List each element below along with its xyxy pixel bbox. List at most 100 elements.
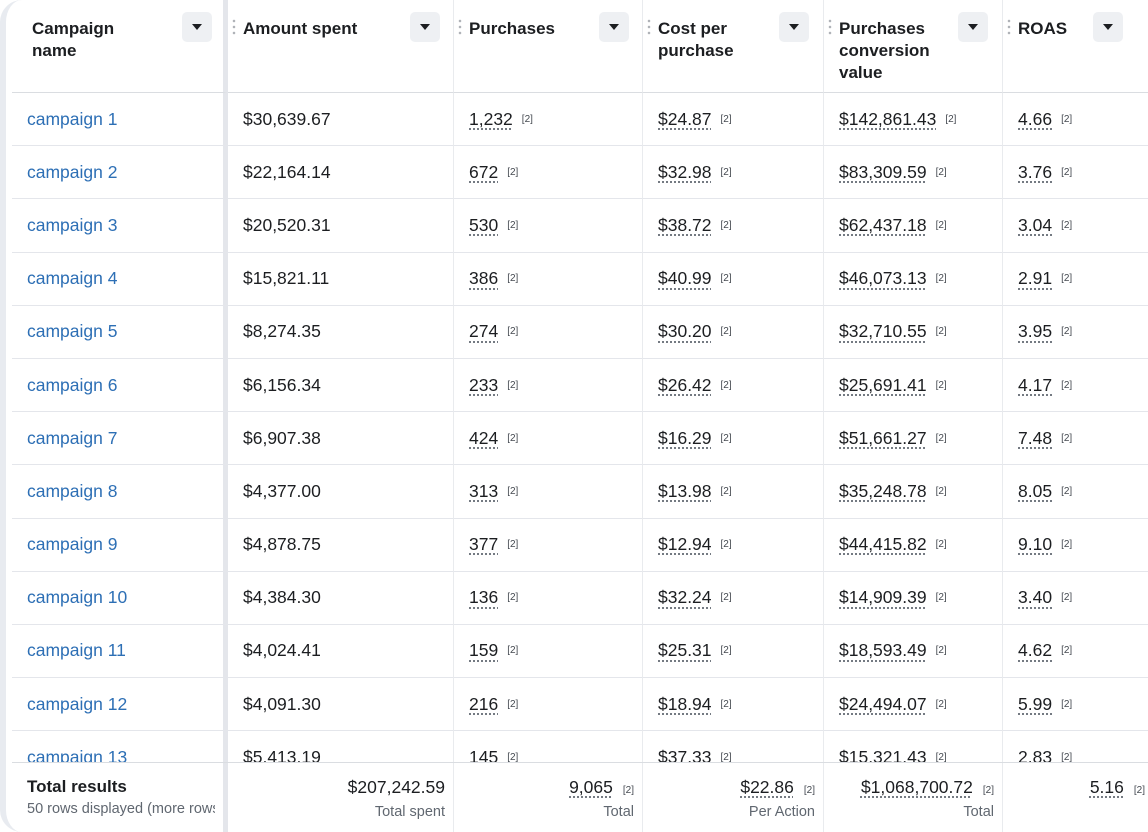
column-header-3[interactable]: Cost per purchase — [643, 0, 824, 93]
column-menu-dropdown-icon[interactable] — [779, 12, 809, 42]
amount-spent: $4,377.00 — [243, 480, 321, 501]
purchases-value[interactable]: 216 — [469, 693, 499, 714]
table-cell: campaign 8 — [12, 465, 228, 519]
conversion-value[interactable]: $15,321.43 — [839, 746, 927, 765]
conversion-value[interactable]: $18,593.49 — [839, 640, 927, 661]
amount-spent: $4,878.75 — [243, 534, 321, 555]
column-header-1[interactable]: Amount spent — [228, 0, 454, 93]
cost-per-purchase-value[interactable]: $12.94 — [658, 534, 712, 555]
roas-value[interactable]: 7.48 — [1018, 427, 1053, 448]
roas-value[interactable]: 4.66 — [1018, 108, 1053, 129]
purchases-value[interactable]: 377 — [469, 534, 499, 555]
footnote-marker: [2] — [935, 432, 947, 444]
column-menu-dropdown-icon[interactable] — [1093, 12, 1123, 42]
roas-value[interactable]: 9.10 — [1018, 534, 1053, 555]
conversion-value[interactable]: $51,661.27 — [839, 427, 927, 448]
roas-value[interactable]: 4.17 — [1018, 374, 1053, 395]
campaign-name-link[interactable]: campaign 5 — [27, 321, 118, 342]
purchases-value[interactable]: 530 — [469, 214, 499, 235]
conversion-value[interactable]: $83,309.59 — [839, 161, 927, 182]
campaign-name-link[interactable]: campaign 8 — [27, 480, 118, 501]
purchases-value[interactable]: 313 — [469, 480, 499, 501]
drag-handle-icon[interactable] — [828, 18, 832, 36]
conversion-value[interactable]: $32,710.55 — [839, 321, 927, 342]
purchases-value[interactable]: 386 — [469, 268, 499, 289]
roas-value[interactable]: 8.05 — [1018, 480, 1053, 501]
column-menu-dropdown-icon[interactable] — [599, 12, 629, 42]
cost-per-purchase-value[interactable]: $16.29 — [658, 427, 712, 448]
footnote-marker: [2] — [935, 273, 947, 285]
roas-value[interactable]: 5.99 — [1018, 693, 1053, 714]
footnote-marker: [2] — [507, 219, 519, 231]
roas-value[interactable]: 2.83 — [1018, 746, 1053, 765]
total-value-value[interactable]: $1,068,700.72 — [860, 777, 973, 797]
cost-per-purchase-value[interactable]: $32.24 — [658, 587, 712, 608]
purchases-value[interactable]: 145 — [469, 746, 499, 765]
purchases-value[interactable]: 159 — [469, 640, 499, 661]
cost-per-purchase-value[interactable]: $37.33 — [658, 746, 712, 765]
cost-per-purchase-value[interactable]: $30.20 — [658, 321, 712, 342]
table-cell: campaign 13 — [12, 731, 228, 765]
table-cell: $24,494.07 [2] — [824, 678, 1003, 732]
campaign-name-link[interactable]: campaign 1 — [27, 108, 118, 129]
column-menu-dropdown-icon[interactable] — [958, 12, 988, 42]
campaign-name-link[interactable]: campaign 6 — [27, 374, 118, 395]
drag-handle-icon[interactable] — [647, 18, 651, 36]
footnote-marker: [2] — [945, 113, 957, 125]
roas-value[interactable]: 4.62 — [1018, 640, 1053, 661]
amount-spent: $30,639.67 — [243, 108, 331, 129]
total-purchases-value[interactable]: 9,065 — [569, 777, 613, 797]
campaign-name-link[interactable]: campaign 10 — [27, 587, 128, 608]
purchases-value[interactable]: 274 — [469, 321, 499, 342]
table-cell: $30,639.67 — [228, 93, 454, 147]
conversion-value[interactable]: $25,691.41 — [839, 374, 927, 395]
conversion-value[interactable]: $62,437.18 — [839, 214, 927, 235]
drag-handle-icon[interactable] — [232, 18, 236, 36]
cost-per-purchase-value[interactable]: $32.98 — [658, 161, 712, 182]
footnote-marker: [2] — [935, 379, 947, 391]
cost-per-purchase-value[interactable]: $25.31 — [658, 640, 712, 661]
column-header-2[interactable]: Purchases — [454, 0, 643, 93]
campaign-name-link[interactable]: campaign 3 — [27, 214, 118, 235]
column-header-0[interactable]: Campaign name — [12, 0, 228, 93]
purchases-value[interactable]: 672 — [469, 161, 499, 182]
campaign-name-link[interactable]: campaign 12 — [27, 693, 128, 714]
cost-per-purchase-value[interactable]: $13.98 — [658, 480, 712, 501]
drag-handle-icon[interactable] — [458, 18, 462, 36]
conversion-value[interactable]: $24,494.07 — [839, 693, 927, 714]
total-cpp-value[interactable]: $22.86 — [740, 777, 794, 797]
total-roas-value[interactable]: 5.16 — [1089, 777, 1124, 797]
purchases-value[interactable]: 1,232 — [469, 108, 513, 129]
campaign-name-link[interactable]: campaign 4 — [27, 268, 118, 289]
roas-value[interactable]: 3.76 — [1018, 161, 1053, 182]
campaign-name-link[interactable]: campaign 11 — [27, 640, 126, 661]
table-cell: 233 [2] — [454, 358, 643, 413]
campaign-name-link[interactable]: campaign 7 — [27, 427, 118, 448]
roas-value[interactable]: 3.95 — [1018, 321, 1053, 342]
conversion-value[interactable]: $14,909.39 — [839, 587, 927, 608]
conversion-value[interactable]: $46,073.13 — [839, 268, 927, 289]
column-header-4[interactable]: Purchases conversion value — [824, 0, 1003, 93]
campaign-name-link[interactable]: campaign 13 — [27, 746, 128, 765]
cost-per-purchase-value[interactable]: $40.99 — [658, 268, 712, 289]
table-cell: 5.99 [2] — [1003, 678, 1148, 732]
cost-per-purchase-value[interactable]: $24.87 — [658, 108, 712, 129]
cost-per-purchase-value[interactable]: $26.42 — [658, 374, 712, 395]
campaign-name-link[interactable]: campaign 9 — [27, 534, 118, 555]
campaign-name-link[interactable]: campaign 2 — [27, 161, 118, 182]
column-header-5[interactable]: ROAS — [1003, 0, 1148, 93]
conversion-value[interactable]: $142,861.43 — [839, 108, 937, 129]
roas-value[interactable]: 3.40 — [1018, 587, 1053, 608]
roas-value[interactable]: 2.91 — [1018, 268, 1053, 289]
cost-per-purchase-value[interactable]: $18.94 — [658, 693, 712, 714]
drag-handle-icon[interactable] — [1007, 18, 1011, 36]
purchases-value[interactable]: 136 — [469, 587, 499, 608]
cost-per-purchase-value[interactable]: $38.72 — [658, 214, 712, 235]
purchases-value[interactable]: 424 — [469, 427, 499, 448]
column-menu-dropdown-icon[interactable] — [410, 12, 440, 42]
conversion-value[interactable]: $44,415.82 — [839, 534, 927, 555]
conversion-value[interactable]: $35,248.78 — [839, 480, 927, 501]
purchases-value[interactable]: 233 — [469, 374, 499, 395]
roas-value[interactable]: 3.04 — [1018, 214, 1053, 235]
column-menu-dropdown-icon[interactable] — [182, 12, 212, 42]
